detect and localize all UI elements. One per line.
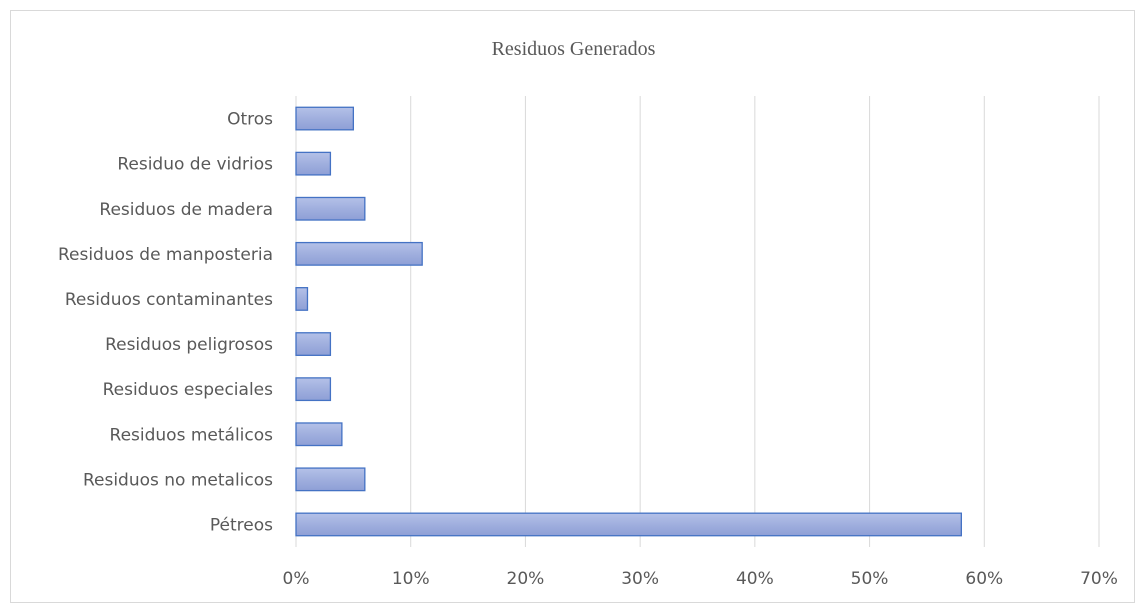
gridlines xyxy=(295,96,1100,547)
bar-2 xyxy=(295,422,343,447)
x-tick-label: 20% xyxy=(507,569,545,589)
x-tick-label: 10% xyxy=(392,569,430,589)
bar-6 xyxy=(295,241,423,266)
bar-4 xyxy=(295,332,332,356)
x-tick-labels: 0% 10% 20% 30% 40% 50% 60% 70% xyxy=(283,569,1118,589)
bar-0 xyxy=(295,512,962,537)
bar-1 xyxy=(295,467,366,492)
category-label: Residuos contaminantes xyxy=(65,290,273,310)
bar-9 xyxy=(295,106,355,131)
bar-7 xyxy=(295,196,366,221)
category-label: Residuos metálicos xyxy=(110,425,274,445)
chart-title: Residuos Generados xyxy=(491,38,656,60)
bar-8 xyxy=(295,151,332,176)
x-tick-label: 0% xyxy=(283,569,310,589)
category-label: Pétreos xyxy=(210,515,273,535)
bar-5 xyxy=(295,287,309,311)
category-label: Residuos especiales xyxy=(103,380,274,400)
chart-frame xyxy=(10,10,1135,603)
x-tick-label: 40% xyxy=(736,569,774,589)
category-label: Residuo de vidrios xyxy=(117,155,273,175)
category-label: Residuos no metalicos xyxy=(83,470,273,490)
x-tick-label: 30% xyxy=(621,569,659,589)
x-tick-label: 70% xyxy=(1080,569,1118,589)
category-label: Otros xyxy=(227,110,273,130)
category-labels: Pétreos Residuos no metalicos Residuos met… xyxy=(58,110,273,536)
x-tick-label: 50% xyxy=(851,569,889,589)
x-tick-label: 60% xyxy=(965,569,1003,589)
bar-3 xyxy=(295,377,332,402)
category-label: Residuos de manposteria xyxy=(58,245,273,265)
category-label: Residuos peligrosos xyxy=(105,335,273,355)
bars xyxy=(295,106,962,537)
category-label: Residuos de madera xyxy=(99,200,273,220)
